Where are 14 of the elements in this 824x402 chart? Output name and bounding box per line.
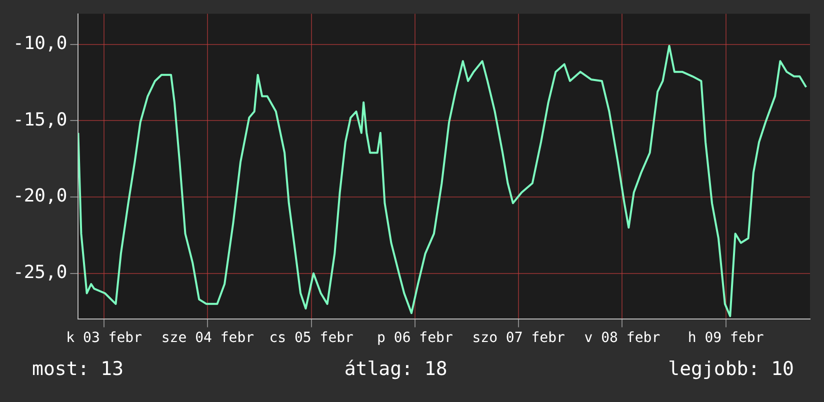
text: átlag: 18 — [344, 358, 448, 380]
x-tick-label: szo 07 febr — [472, 330, 565, 346]
x-tick-label: p 06 febr — [377, 330, 453, 346]
text: most: 13 — [32, 358, 124, 380]
x-tick-label: cs 05 febr — [269, 330, 354, 346]
y-tick-label: -25,0 — [12, 262, 68, 284]
x-tick-label: sze 04 febr — [161, 330, 254, 346]
y-tick-label: -10,0 — [12, 33, 68, 54]
y-tick-label: -15,0 — [12, 109, 68, 130]
x-tick-label: v 08 febr — [584, 330, 660, 346]
y-tick-label: -20,0 — [12, 186, 68, 207]
text: legjobb: 10 — [668, 358, 794, 380]
x-tick-label: k 03 febr — [66, 330, 142, 346]
x-tick-label: h 09 febr — [688, 330, 764, 346]
